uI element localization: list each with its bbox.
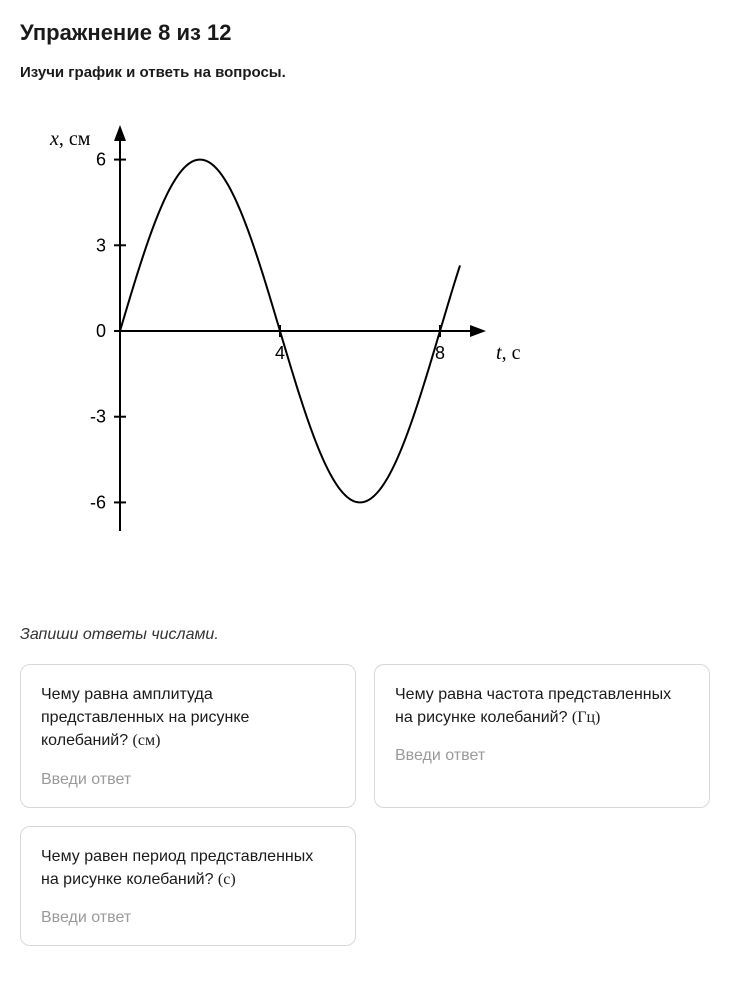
svg-text:-6: -6 [90, 492, 106, 512]
svg-text:3: 3 [96, 235, 106, 255]
page-subtitle: Изучи график и ответь на вопросы. [20, 64, 718, 81]
question-unit: (см) [133, 732, 161, 749]
question-text: Чему равна амплитуда представленных на р… [41, 683, 335, 753]
svg-text:6: 6 [96, 150, 106, 170]
question-prefix: Чему равна частота представленных на рис… [395, 686, 671, 726]
svg-text:x, см: x, см [49, 128, 91, 150]
svg-text:0: 0 [96, 321, 106, 341]
question-text: Чему равна частота представленных на рис… [395, 683, 689, 729]
svg-text:-3: -3 [90, 407, 106, 427]
question-card-amplitude: Чему равна амплитуда представленных на р… [20, 664, 356, 808]
question-prefix: Чему равен период представленных на рису… [41, 848, 313, 888]
question-card-frequency: Чему равна частота представленных на рис… [374, 664, 710, 808]
page-title: Упражнение 8 из 12 [20, 20, 718, 46]
instruction-text: Запиши ответы числами. [20, 626, 718, 644]
chart-area: -6-303648x, смt, с [40, 121, 718, 566]
question-text: Чему равен период представленных на рису… [41, 845, 335, 891]
question-unit: (Гц) [572, 709, 600, 726]
answer-input-period[interactable] [41, 909, 335, 927]
answer-input-amplitude[interactable] [41, 771, 335, 789]
answer-input-frequency[interactable] [395, 747, 689, 765]
oscillation-chart: -6-303648x, смt, с [40, 121, 540, 561]
svg-text:t, с: t, с [496, 342, 521, 364]
question-unit: (с) [218, 871, 236, 888]
